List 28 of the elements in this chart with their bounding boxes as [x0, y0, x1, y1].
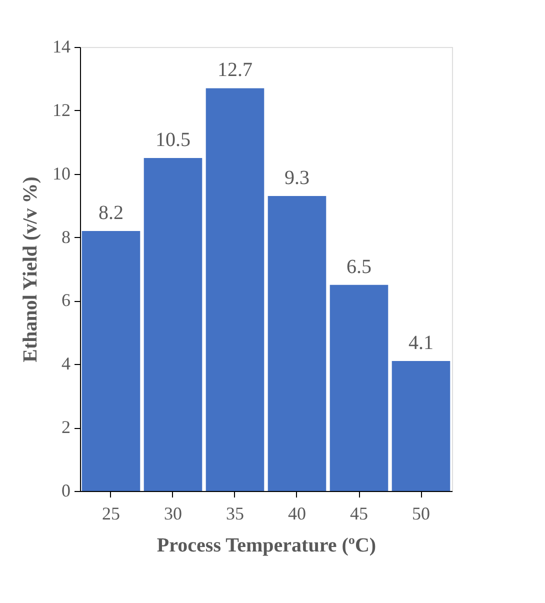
bar: [82, 230, 140, 491]
bar: [330, 284, 388, 491]
x-tick-label: 45: [350, 504, 368, 524]
y-tick-label: 4: [62, 354, 70, 374]
data-label: 8.2: [98, 202, 124, 224]
x-axis-title: Process Temperature (ºC): [156, 534, 376, 556]
x-tick-label: 25: [102, 504, 120, 524]
bar: [144, 158, 202, 491]
data-label: 9.3: [284, 167, 310, 190]
y-tick-label: 0: [62, 480, 70, 500]
bar: [392, 360, 450, 491]
data-label: 6.5: [346, 256, 372, 278]
y-tick-label: 12: [52, 100, 70, 120]
y-tick-label: 8: [62, 226, 70, 247]
y-tick-label: 14: [52, 36, 70, 56]
y-tick-label: 2: [62, 417, 70, 438]
bar: [206, 88, 264, 491]
x-tick-label: 35: [226, 504, 244, 524]
bar: [268, 196, 326, 491]
x-tick-label: 30: [164, 504, 182, 524]
data-label: 12.7: [218, 59, 252, 82]
y-tick-label: 6: [62, 290, 70, 310]
x-tick-label: 40: [288, 504, 306, 524]
x-tick-label: 50: [412, 504, 430, 524]
data-label: 4.1: [408, 332, 434, 354]
data-label: 10.5: [156, 129, 190, 151]
y-axis-title: Ethanol Yield (v/v %): [20, 176, 42, 362]
y-tick-label: 10: [52, 163, 70, 184]
